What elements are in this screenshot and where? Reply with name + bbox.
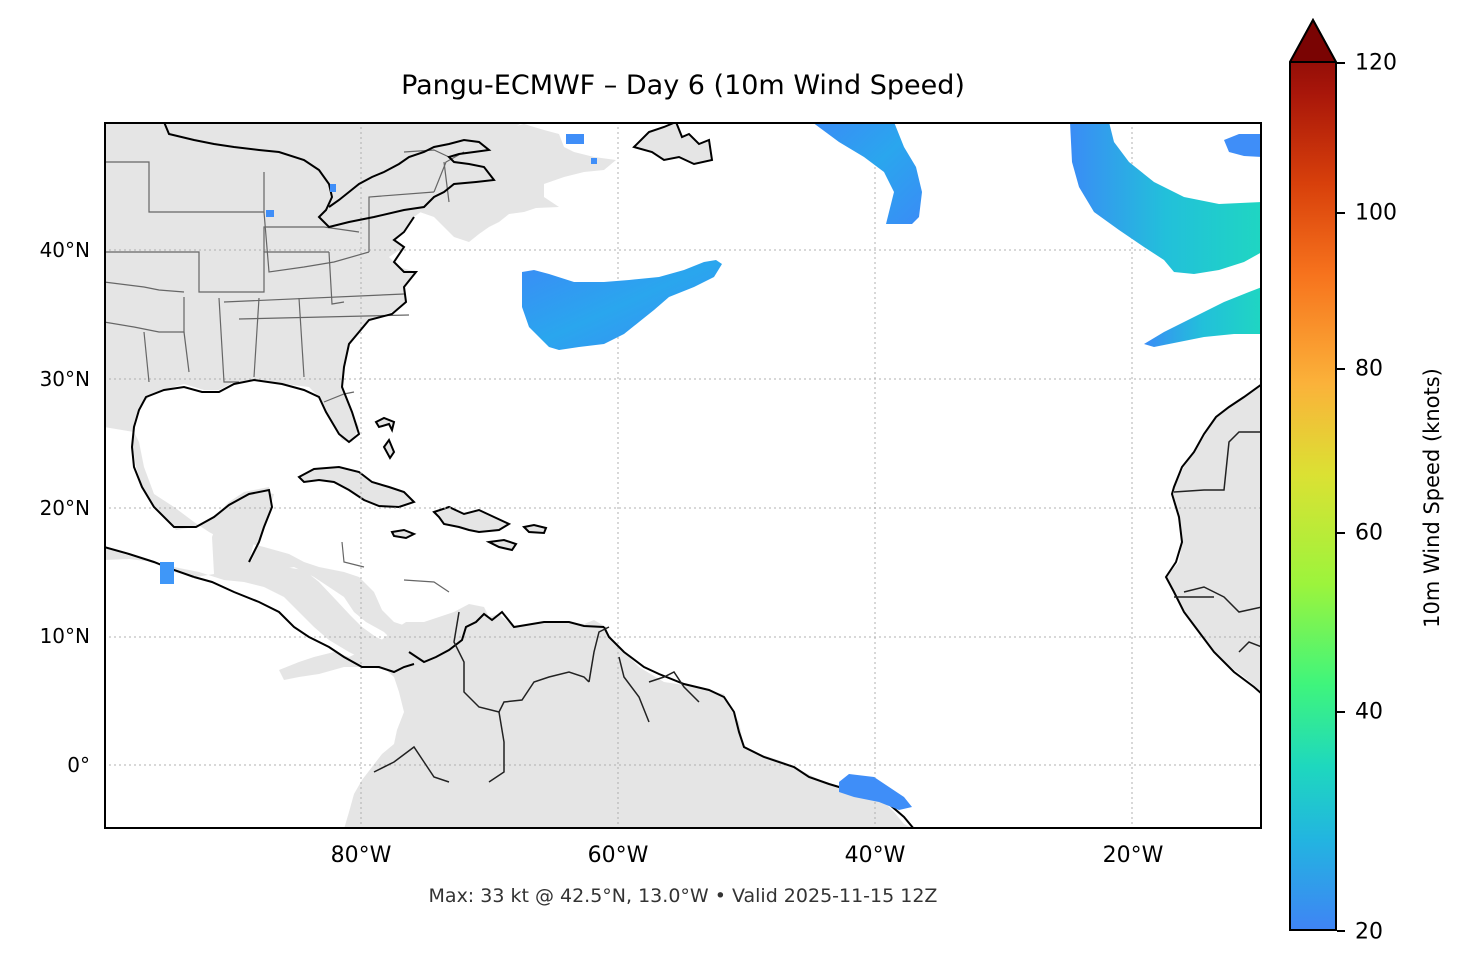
colorbar-tick xyxy=(1337,930,1345,932)
land-africa xyxy=(1166,384,1262,692)
colorbar-title: 10m Wind Speed (knots) xyxy=(1420,368,1444,628)
max-wind-info: Max: 33 kt @ 42.5°N, 13.0°W • Valid 2025… xyxy=(428,885,938,907)
colorbar-label-20: 20 xyxy=(1355,919,1383,945)
lon-label-40w: 40°W xyxy=(844,843,906,868)
lat-label-20n: 20°N xyxy=(39,496,90,520)
lon-label-80w: 80°W xyxy=(330,843,392,868)
colorbar-tick xyxy=(1337,368,1345,370)
map-border xyxy=(104,122,1262,829)
map-panel[interactable] xyxy=(104,122,1262,829)
caribbean-islands xyxy=(297,416,548,552)
wind-speed-field xyxy=(160,122,1262,810)
land-north-america xyxy=(104,122,714,682)
gridlines xyxy=(104,122,1262,829)
colorbar-label-120: 120 xyxy=(1355,50,1397,76)
country-borders xyxy=(373,431,1262,783)
colorbar-label-60: 60 xyxy=(1355,520,1383,546)
coastlines xyxy=(104,122,1262,829)
chart-title: Pangu-ECMWF – Day 6 (10m Wind Speed) xyxy=(401,70,965,101)
colorbar-tick xyxy=(1337,212,1345,214)
lat-label-10n: 10°N xyxy=(39,624,90,648)
colorbar-label-80: 80 xyxy=(1355,356,1383,382)
colorbar xyxy=(1289,18,1337,931)
lon-label-20w: 20°W xyxy=(1102,843,1164,868)
lat-label-0: 0° xyxy=(67,753,90,777)
colorbar-tick xyxy=(1337,62,1345,64)
colorbar-label-100: 100 xyxy=(1355,200,1397,226)
lat-label-40n: 40°N xyxy=(39,238,90,262)
lat-label-30n: 30°N xyxy=(39,367,90,391)
land-south-america xyxy=(279,604,914,829)
colorbar-label-40: 40 xyxy=(1355,699,1383,725)
lon-label-60w: 60°W xyxy=(587,843,649,868)
colorbar-tick xyxy=(1337,532,1345,534)
colorbar-tick xyxy=(1337,711,1345,713)
